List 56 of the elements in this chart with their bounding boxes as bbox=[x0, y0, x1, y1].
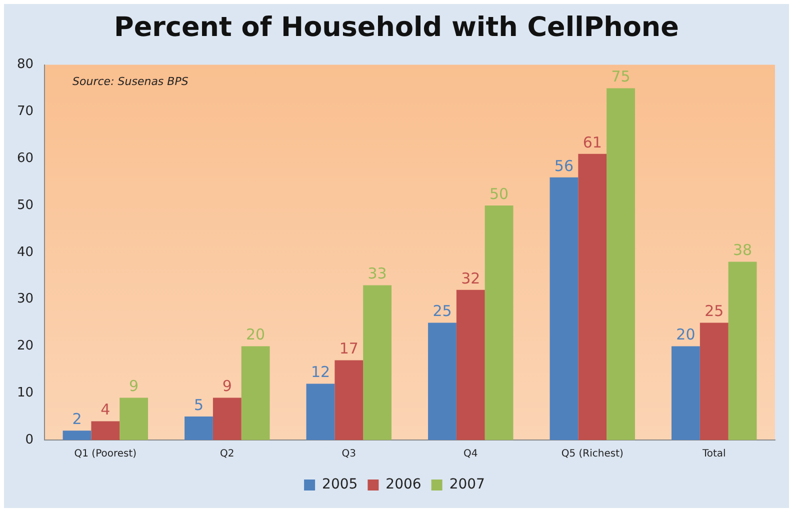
data-label: 9 bbox=[129, 377, 139, 396]
bar bbox=[363, 285, 392, 440]
x-tick-label: Q3 bbox=[342, 448, 356, 460]
bar bbox=[728, 262, 757, 440]
data-label: 33 bbox=[368, 264, 387, 283]
bar bbox=[606, 88, 635, 440]
bar bbox=[306, 384, 335, 440]
y-tick-label: 80 bbox=[16, 57, 34, 72]
bar bbox=[484, 206, 514, 440]
data-label: 2 bbox=[72, 410, 82, 428]
data-label: 9 bbox=[222, 377, 232, 396]
y-tick-label: 40 bbox=[16, 244, 34, 260]
data-label: 17 bbox=[339, 340, 358, 358]
bar bbox=[428, 322, 456, 440]
bar bbox=[241, 346, 270, 440]
data-label: 38 bbox=[732, 241, 752, 260]
bar bbox=[578, 154, 607, 440]
y-tick-label: 50 bbox=[16, 198, 34, 213]
x-tick-label: Q5 (Richest) bbox=[561, 448, 624, 460]
data-label: 12 bbox=[310, 363, 330, 382]
legend-label: 2007 bbox=[449, 476, 485, 493]
bar bbox=[700, 322, 728, 440]
bar bbox=[184, 416, 213, 440]
data-label: 25 bbox=[432, 302, 452, 320]
chart-title: Percent of Household with CellPhone bbox=[113, 12, 680, 43]
data-label: 61 bbox=[582, 133, 602, 152]
bar bbox=[91, 421, 120, 440]
data-label: 32 bbox=[461, 269, 480, 288]
data-label: 50 bbox=[490, 184, 509, 203]
bar bbox=[456, 290, 485, 440]
annotation: Source: Susenas BPS bbox=[72, 75, 188, 88]
bar bbox=[672, 346, 700, 440]
bar bbox=[120, 398, 148, 440]
bar bbox=[334, 360, 364, 440]
x-tick-label: Q2 bbox=[220, 448, 234, 460]
y-tick-label: 20 bbox=[16, 338, 34, 354]
y-tick-label: 30 bbox=[16, 292, 34, 307]
y-tick-label: 60 bbox=[16, 150, 34, 166]
data-label: 56 bbox=[554, 156, 574, 175]
bar bbox=[550, 177, 578, 440]
x-tick-label: Q1 (Poorest) bbox=[74, 448, 137, 460]
y-tick-label: 10 bbox=[16, 385, 34, 400]
y-tick-label: 0 bbox=[25, 432, 34, 448]
legend-label: 2006 bbox=[386, 476, 422, 493]
data-label: 20 bbox=[676, 326, 696, 344]
bar bbox=[62, 430, 92, 440]
y-tick-label: 70 bbox=[16, 104, 34, 120]
data-label: 5 bbox=[194, 396, 204, 414]
bar bbox=[212, 398, 242, 440]
data-label: 20 bbox=[246, 326, 266, 344]
x-tick-label: Q4 bbox=[464, 448, 478, 460]
data-label: 4 bbox=[100, 400, 110, 419]
data-label: 75 bbox=[611, 68, 630, 86]
x-tick-label: Total bbox=[701, 448, 726, 460]
legend-label: 2005 bbox=[322, 476, 358, 493]
data-label: 25 bbox=[704, 302, 724, 320]
